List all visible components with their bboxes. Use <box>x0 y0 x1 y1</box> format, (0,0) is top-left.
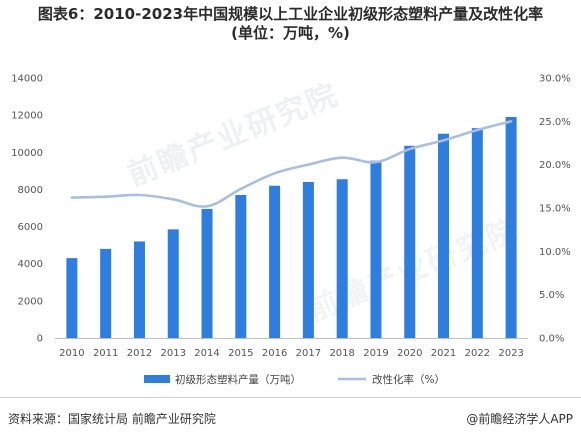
y-left-tick-label: 10000 <box>11 148 43 159</box>
footer: 资料来源：国家统计局 前瞻产业研究院 @前瞻经济学人APP <box>0 397 581 437</box>
chart-title: 图表6：2010-2023年中国规模以上工业企业初级形态塑料产量及改性化率 (单… <box>8 5 573 43</box>
bar <box>438 133 450 338</box>
x-tick-label: 2010 <box>59 348 84 359</box>
bar <box>302 182 314 338</box>
x-tick-label: 2014 <box>194 348 219 359</box>
chart-title-line1: 图表6：2010-2023年中国规模以上工业企业初级形态塑料产量及改性化率 <box>37 5 544 23</box>
bar <box>167 229 179 338</box>
bar <box>66 258 78 338</box>
bar <box>100 248 112 338</box>
x-tick-label: 2017 <box>296 348 321 359</box>
x-tick-label: 2020 <box>397 348 422 359</box>
rate-line <box>70 120 513 208</box>
chart-title-line2: (单位：万吨，%) <box>231 24 350 42</box>
y-left-tick-label: 0 <box>37 334 43 345</box>
x-tick-label: 2023 <box>498 348 523 359</box>
x-tick-label: 2018 <box>329 348 354 359</box>
legend-label-line: 改性化率（%） <box>372 373 445 386</box>
y-left-tick-label: 14000 <box>11 74 43 85</box>
x-tick-label: 2019 <box>363 348 388 359</box>
bar <box>336 179 348 338</box>
y-right-tick-label: 30.0% <box>539 74 571 85</box>
bar <box>505 117 517 338</box>
y-left-tick-label: 2000 <box>18 296 43 307</box>
y-left-tick-label: 4000 <box>18 259 43 270</box>
bar <box>370 160 382 338</box>
y-left-tick-label: 8000 <box>18 185 43 196</box>
legend-swatch-bar <box>144 375 170 383</box>
x-tick-label: 2015 <box>228 348 253 359</box>
bar <box>235 195 247 338</box>
x-tick-label: 2013 <box>161 348 186 359</box>
x-tick-label: 2011 <box>93 348 118 359</box>
bar <box>269 185 281 338</box>
y-right-tick-label: 10.0% <box>539 247 571 258</box>
bar <box>404 145 416 338</box>
x-tick-label: 2022 <box>465 348 490 359</box>
y-right-tick-label: 0.0% <box>539 334 564 345</box>
bar <box>133 241 145 338</box>
footer-divider <box>0 397 581 398</box>
y-right-tick-label: 15.0% <box>539 204 571 215</box>
x-tick-label: 2016 <box>262 348 287 359</box>
bar <box>201 208 213 338</box>
y-left-tick-label: 6000 <box>18 222 43 233</box>
bar <box>471 128 483 338</box>
y-right-tick-label: 25.0% <box>539 117 571 128</box>
source-note: 资料来源：国家统计局 前瞻产业研究院 <box>8 412 216 426</box>
x-tick-label: 2012 <box>127 348 152 359</box>
y-right-tick-label: 5.0% <box>539 290 564 301</box>
y-left-tick-label: 12000 <box>11 111 43 122</box>
combo-chart: 0 2000 4000 6000 8000 10000 12000 14000 0.0% 5.0%… <box>11 74 571 387</box>
legend-label-bar: 初级形态塑料产量（万吨） <box>175 373 301 386</box>
brand-note: @前瞻经济学人APP <box>466 412 573 426</box>
y-right-tick-label: 20.0% <box>539 160 571 171</box>
x-tick-label: 2021 <box>431 348 456 359</box>
